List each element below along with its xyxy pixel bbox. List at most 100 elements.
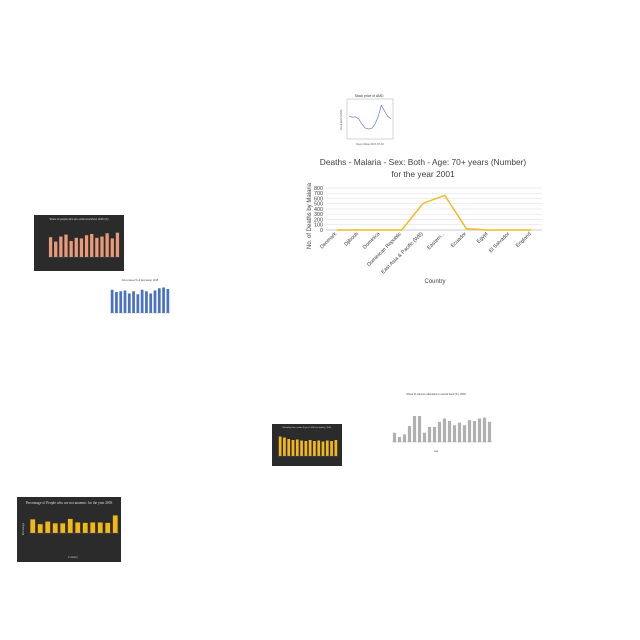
main-ytick-label: 0 xyxy=(320,228,323,234)
forest-area-bar xyxy=(132,291,135,313)
undernourished-bar xyxy=(90,233,94,257)
mortality-bar-chart: Mortality rate, under-5 (per 1,000 live … xyxy=(278,426,338,457)
animal-feed-bar xyxy=(447,421,452,442)
main-ytick-label: 100 xyxy=(314,223,323,229)
animal-feed-bar xyxy=(392,432,397,442)
animal-feed-bar xyxy=(417,415,422,442)
undernourished-thumbnail: Share of people who are undernourished, … xyxy=(34,215,124,271)
animal-feed-xlabel: Year xyxy=(434,450,439,453)
mortality-bar xyxy=(325,440,329,456)
anaemic-bar xyxy=(67,518,73,533)
main-xtick-label: Dominica xyxy=(362,231,382,251)
forest-area-thumbnail: Forest area (% of land area), 2015 xyxy=(104,277,172,323)
main-ytick-label: 700 xyxy=(314,191,323,197)
mortality-bar xyxy=(321,441,325,456)
anaemic-thumbnail: Percentage of People who are not anaemic… xyxy=(17,497,121,562)
undernourished-bar xyxy=(115,232,120,257)
undernourished-title: Share of people who are undernourished, … xyxy=(50,217,109,221)
main-ytick-label: 500 xyxy=(314,202,323,208)
main-chart-xlabel: Country xyxy=(424,279,445,285)
animal-feed-bar xyxy=(477,418,482,442)
undernourished-bar xyxy=(59,236,63,257)
animal-feed-bar xyxy=(442,418,447,442)
forest-area-bar xyxy=(119,291,123,313)
anaemic-bar xyxy=(60,523,66,533)
anaemic-bar xyxy=(30,519,36,533)
forest-area-bar xyxy=(166,289,170,313)
forest-area-bar xyxy=(110,289,114,313)
main-ytick-label: 200 xyxy=(314,217,323,223)
main-xtick-label: Egypt xyxy=(476,231,490,245)
forest-area-bar xyxy=(145,291,148,313)
undernourished-bar xyxy=(69,241,73,257)
animal-feed-bar xyxy=(482,417,487,442)
mortality-bar xyxy=(308,440,312,456)
main-ytick-label: 800 xyxy=(314,186,323,192)
mortality-bar xyxy=(291,440,295,456)
main-chart-subtitle: for the year 2001 xyxy=(391,168,455,179)
forest-area-bar xyxy=(140,289,144,313)
main-xtick-label: Eastern... xyxy=(426,231,446,251)
mortality-bar xyxy=(304,441,308,456)
main-xtick-label: Ecuador xyxy=(450,231,468,249)
forest-area-bar xyxy=(115,292,118,313)
undernourished-bar xyxy=(100,236,104,257)
main-chart-title-line1: Deaths - Malaria - Sex: Both - Age: 70+ … xyxy=(319,157,527,167)
anaemic-bar-chart: Percentage of People who are not anaemic… xyxy=(22,501,119,559)
main-chart-title: Deaths - Malaria - Sex: Both - Age: 70+ … xyxy=(300,157,546,180)
animal-feed-bar xyxy=(432,426,437,442)
anaemic-bar xyxy=(105,522,111,533)
animal-feed-bar xyxy=(472,421,477,442)
animal-feed-bar xyxy=(402,434,407,442)
animal-feed-bar xyxy=(437,421,442,442)
main-series-line xyxy=(336,194,532,231)
main-ytick-label: 400 xyxy=(314,207,323,213)
undernourished-bar xyxy=(64,234,68,257)
mortality-bar xyxy=(317,440,321,456)
anaemic-bar xyxy=(97,522,103,533)
animal-feed-thumbnail: Share of calories allocated to animal fe… xyxy=(374,390,494,454)
anaemic-bar xyxy=(37,524,43,533)
stock-chart-frame xyxy=(346,98,394,140)
stock-series-line xyxy=(348,104,392,130)
undernourished-bar xyxy=(105,233,109,257)
animal-feed-title: Share of calories allocated to animal fe… xyxy=(406,392,466,396)
forest-area-bar xyxy=(136,294,140,313)
forest-area-bar xyxy=(127,293,131,313)
animal-feed-bar xyxy=(487,421,492,442)
mortality-bar xyxy=(330,441,333,456)
mortality-bar xyxy=(295,439,299,456)
anaemic-bar xyxy=(75,522,81,533)
anaemic-bar xyxy=(90,522,96,533)
undernourished-bar xyxy=(48,237,53,257)
anaemic-xlabel: Country xyxy=(68,555,78,559)
mortality-bar xyxy=(278,436,282,456)
animal-feed-bar xyxy=(467,420,472,442)
undernourished-bar-chart: Share of people who are undernourished, … xyxy=(48,217,120,258)
main-xtick-label: East Asia & Pacific (WB) xyxy=(380,231,424,275)
anaemic-bar xyxy=(112,515,118,533)
stock-chart-xlabel: Open Close 2017-07-19 xyxy=(356,142,384,146)
undernourished-bar xyxy=(54,241,58,257)
forest-area-bar xyxy=(149,293,153,313)
animal-feed-bar xyxy=(407,426,412,442)
mortality-bar xyxy=(313,441,316,456)
main-xtick-label: El Salvador xyxy=(488,231,511,254)
mortality-bar xyxy=(334,440,338,456)
forest-area-bar-chart: Forest area (% of land area), 2015 xyxy=(110,279,170,314)
undernourished-bar xyxy=(79,238,84,257)
forest-area-bar xyxy=(162,287,165,313)
main-xtick-label: England xyxy=(515,231,533,249)
amd-stock-line-chart: Stock price of AMD Stock price (USD) Ope… xyxy=(339,94,394,146)
mortality-bar xyxy=(300,440,303,456)
anaemic-bar xyxy=(52,523,58,533)
undernourished-bar xyxy=(95,237,99,257)
animal-feed-bar xyxy=(412,415,417,442)
anaemic-bar xyxy=(45,521,51,533)
animal-feed-bar xyxy=(452,425,457,442)
animal-feed-bar xyxy=(462,425,467,442)
anaemic-ylabel: Percentage xyxy=(22,522,25,535)
undernourished-bar xyxy=(74,237,78,257)
forest-area-title: Forest area (% of land area), 2015 xyxy=(122,279,159,282)
